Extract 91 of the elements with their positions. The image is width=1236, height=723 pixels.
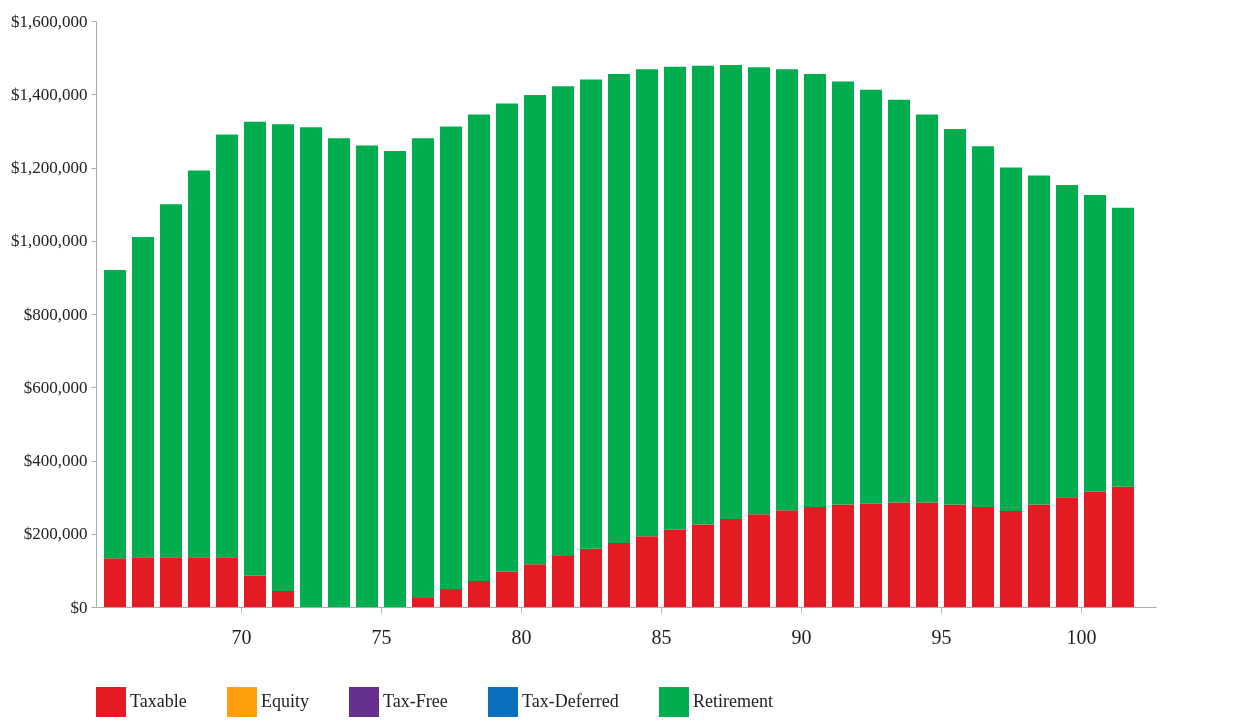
x-tick-label: 100	[1066, 625, 1097, 648]
bar	[411, 138, 435, 598]
bar	[495, 571, 519, 607]
legend-label: Tax-Free	[383, 691, 448, 711]
legend-label: Equity	[261, 691, 309, 711]
x-tick-label: 75	[371, 625, 392, 648]
bar	[299, 127, 323, 607]
bar	[1055, 185, 1079, 498]
bar	[971, 146, 995, 508]
bar	[635, 69, 659, 537]
x-tick-label: 70	[231, 625, 252, 648]
bar	[943, 129, 967, 505]
bar	[103, 270, 127, 559]
bar	[747, 67, 771, 515]
bar	[551, 86, 575, 557]
legend-label: Taxable	[130, 691, 187, 711]
bar	[355, 145, 379, 607]
y-tick-label: $200,000	[23, 524, 88, 544]
y-tick-label: $1,400,000	[11, 84, 88, 104]
bar	[1055, 497, 1079, 607]
bar	[943, 504, 967, 607]
bar	[607, 542, 631, 607]
x-tick-label: 90	[791, 625, 812, 648]
y-tick-label: $1,600,000	[11, 11, 88, 31]
bar	[719, 64, 743, 520]
bar	[831, 81, 855, 505]
bar	[691, 65, 715, 525]
bar	[495, 103, 519, 572]
bar	[187, 557, 211, 607]
bar	[215, 557, 239, 607]
legend-label: Retirement	[693, 691, 773, 711]
bar	[971, 507, 995, 607]
bar	[159, 204, 183, 558]
bar	[887, 502, 911, 607]
bar	[635, 536, 659, 607]
bar	[131, 237, 155, 558]
bar	[439, 126, 463, 590]
bar	[523, 564, 547, 607]
legend-label: Tax-Deferred	[522, 691, 619, 711]
y-tick-label: $1,000,000	[11, 231, 88, 251]
bar	[551, 556, 575, 607]
y-tick-label: $1,200,000	[11, 158, 88, 177]
bar	[243, 121, 267, 576]
bar	[775, 510, 799, 607]
y-tick-label: $600,000	[23, 377, 88, 397]
y-tick-label: $400,000	[23, 451, 88, 470]
bar	[1083, 491, 1107, 607]
bar	[159, 557, 183, 607]
y-tick-label: $800,000	[23, 304, 88, 324]
bar	[663, 66, 687, 530]
bar	[831, 504, 855, 607]
bar	[439, 589, 463, 607]
bar	[915, 114, 939, 503]
bar	[915, 502, 939, 607]
x-tick-label: 80	[511, 625, 532, 648]
bar	[579, 548, 603, 607]
bar	[999, 511, 1023, 607]
bar	[103, 558, 127, 607]
bar	[131, 557, 155, 607]
x-tick-label: 85	[651, 625, 672, 648]
bar	[523, 94, 547, 565]
bar	[1027, 504, 1051, 607]
bar	[803, 507, 827, 607]
bar	[719, 519, 743, 607]
bar	[579, 79, 603, 549]
bar	[1083, 194, 1107, 492]
bar	[775, 69, 799, 511]
bar	[411, 597, 435, 607]
bar	[243, 575, 267, 607]
bar	[691, 524, 715, 607]
bar	[271, 590, 295, 607]
bar	[467, 581, 491, 607]
bar	[859, 89, 883, 504]
bar	[1111, 486, 1135, 607]
bar	[1027, 175, 1051, 505]
bar	[1111, 207, 1135, 487]
bar	[271, 124, 295, 591]
bar	[187, 170, 211, 558]
bar	[215, 134, 239, 558]
bar	[383, 151, 407, 607]
bar	[803, 74, 827, 508]
bar	[887, 99, 911, 503]
x-tick-label: 95	[931, 625, 952, 648]
bar	[327, 138, 351, 607]
bar	[467, 114, 491, 581]
bar	[859, 503, 883, 607]
y-tick-label: $0	[70, 597, 88, 617]
bar	[663, 529, 687, 607]
bar	[999, 167, 1023, 512]
bar	[747, 514, 771, 607]
bar	[607, 74, 631, 543]
